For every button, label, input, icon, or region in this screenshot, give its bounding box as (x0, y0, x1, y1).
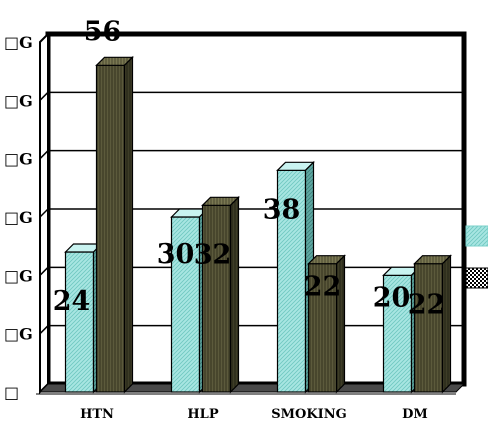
y-tick-label: □G (4, 266, 33, 285)
data-label: 22 (304, 272, 342, 303)
x-tick-label: DM (402, 407, 428, 422)
bar (413, 254, 452, 394)
bar-front-face (307, 263, 338, 393)
data-label: 24 (53, 286, 91, 317)
gridline-diagonal (39, 325, 49, 335)
bar-side-face (335, 254, 346, 394)
bar-front-face (95, 64, 126, 393)
y-tick-label: □G (4, 208, 33, 227)
data-label: 38 (263, 194, 301, 225)
x-tick-label: HLP (187, 407, 218, 422)
bar (307, 254, 346, 394)
y-tick-label: □G (4, 150, 33, 169)
bar (95, 55, 134, 394)
y-tick-label: □G (4, 91, 33, 110)
legend-swatch-series-1 (465, 225, 488, 247)
bar-front-face (201, 204, 232, 393)
bar-front-face (382, 274, 413, 393)
bar-side-face (123, 55, 134, 394)
data-label: 20 (373, 282, 411, 313)
bar-front-face (64, 251, 95, 393)
y-tick-label: □G (4, 33, 33, 52)
x-tick-label: SMOKING (271, 407, 346, 422)
bar-side-face (229, 195, 240, 394)
gridline-diagonal (39, 266, 49, 276)
y-tick-label: □ (4, 383, 19, 402)
data-label: 30 (157, 239, 195, 270)
bar (201, 195, 240, 394)
data-label: 32 (194, 239, 232, 270)
data-label: 56 (84, 16, 122, 47)
data-label: 22 (408, 290, 446, 321)
bar-side-face (441, 254, 452, 394)
gridline-diagonal (39, 208, 49, 218)
y-tick-label: □G (4, 325, 33, 344)
bar-front-face (413, 263, 444, 393)
gridline-diagonal (39, 91, 49, 101)
legend-swatch-series-2 (465, 267, 488, 289)
gridline-diagonal (39, 150, 49, 160)
x-tick-label: HTN (80, 407, 114, 422)
